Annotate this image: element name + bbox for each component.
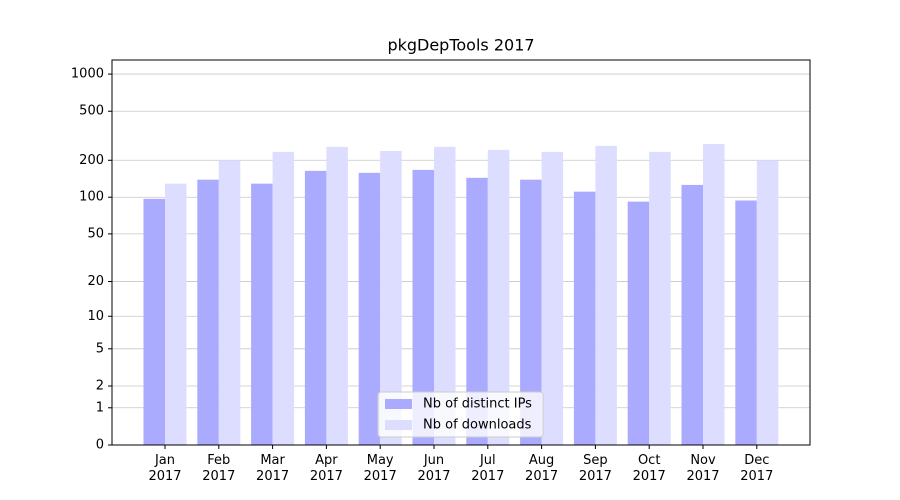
bar xyxy=(595,145,617,445)
y-tick-label: 5 xyxy=(96,341,104,356)
y-tick-label: 1000 xyxy=(71,67,104,82)
bar xyxy=(326,146,348,445)
bar xyxy=(218,160,241,445)
x-tick-label: Aug 2017 xyxy=(525,453,559,484)
y-tick-label: 50 xyxy=(87,226,104,241)
bar xyxy=(681,184,703,445)
x-tick-label: Dec 2017 xyxy=(740,453,774,484)
x-tick-label: Sep 2017 xyxy=(578,453,612,484)
bar xyxy=(197,179,219,446)
bar xyxy=(520,179,542,446)
bar xyxy=(434,146,456,445)
x-tick-label: Apr 2017 xyxy=(309,453,343,484)
bar xyxy=(541,151,564,445)
x-tick-label: Oct 2017 xyxy=(632,453,666,484)
bar xyxy=(466,177,488,445)
legend-box xyxy=(377,391,544,438)
bar xyxy=(165,183,187,445)
y-tick-label: 500 xyxy=(79,104,104,119)
x-tick-label: Jun 2017 xyxy=(417,453,451,484)
bar xyxy=(487,149,510,445)
bar xyxy=(304,170,327,445)
bar xyxy=(251,183,273,445)
bar xyxy=(627,201,650,445)
legend-label: Nb of downloads xyxy=(423,418,532,433)
x-tick-label: Mar 2017 xyxy=(256,453,290,484)
bar xyxy=(412,169,434,445)
y-tick-label: 0 xyxy=(96,438,104,453)
bar xyxy=(380,150,402,446)
bar xyxy=(756,160,779,445)
x-tick-label: Nov 2017 xyxy=(686,453,720,484)
y-tick-label: 2 xyxy=(96,379,104,394)
bar xyxy=(735,200,757,445)
x-tick-label: Jan 2017 xyxy=(148,453,182,484)
y-tick-label: 200 xyxy=(79,153,104,168)
bar xyxy=(272,151,295,445)
bar xyxy=(573,191,596,445)
y-tick-label: 20 xyxy=(87,274,104,289)
chart-title: pkgDepTools 2017 xyxy=(387,36,534,55)
y-tick-label: 1 xyxy=(96,400,104,415)
bar xyxy=(358,172,381,445)
x-tick-label: May 2017 xyxy=(363,453,397,484)
y-tick-label: 10 xyxy=(87,309,104,324)
legend-swatch xyxy=(385,420,412,430)
bar xyxy=(703,144,725,446)
plot-frame xyxy=(111,59,811,446)
bar xyxy=(143,198,165,445)
bar xyxy=(649,151,671,445)
x-tick-label: Jul 2017 xyxy=(471,453,505,484)
legend-swatch xyxy=(385,399,412,409)
x-tick-label: Feb 2017 xyxy=(202,453,236,484)
legend-label: Nb of distinct IPs xyxy=(423,397,532,412)
y-tick-label: 100 xyxy=(79,190,104,205)
